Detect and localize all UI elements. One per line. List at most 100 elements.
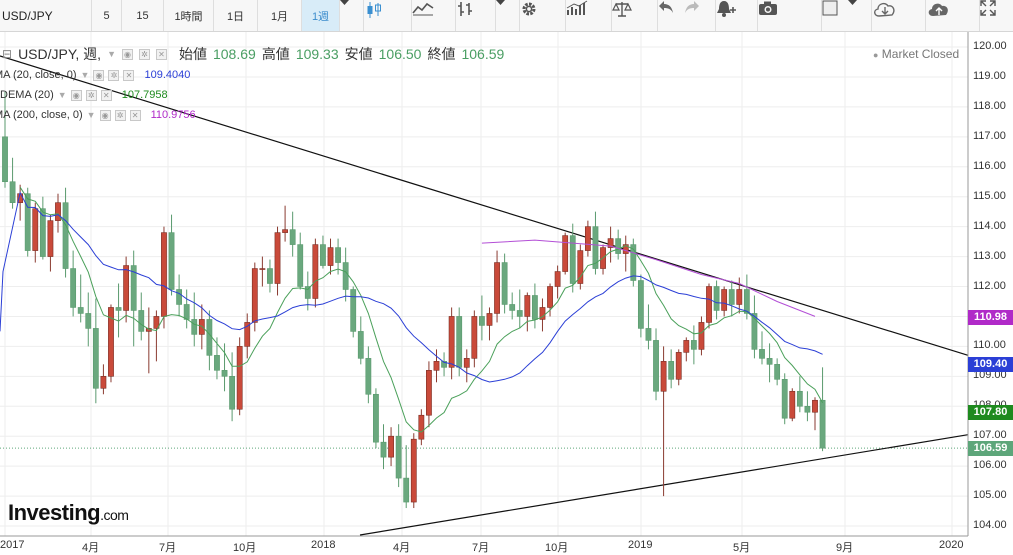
indicators-icon <box>566 0 588 15</box>
price-tag: 110.98 <box>968 309 1013 325</box>
symbol-label[interactable]: USD/JPY <box>0 0 92 31</box>
settings-button[interactable] <box>520 0 566 31</box>
price-tick-label: 106.00 <box>973 459 1007 472</box>
load-layout-button[interactable] <box>872 0 926 31</box>
candle-body <box>92 328 99 389</box>
interval-label: 1時間 <box>174 10 203 23</box>
compare-button[interactable] <box>612 0 658 31</box>
gear-icon[interactable]: ✲ <box>108 69 120 81</box>
interval-1month-button[interactable]: 1月 <box>258 0 302 31</box>
eye-icon[interactable]: ◉ <box>121 48 133 60</box>
candle-body <box>183 304 190 320</box>
ma200-line <box>481 239 816 317</box>
price-tick-label: 115.00 <box>973 189 1006 202</box>
candle-body <box>410 438 417 503</box>
candle-body <box>161 232 167 317</box>
candle-body <box>267 268 273 284</box>
candle-body <box>812 399 818 413</box>
balance-icon <box>612 2 632 17</box>
redo-button[interactable] <box>684 0 716 31</box>
chevron-down-icon[interactable]: ▼ <box>80 70 90 80</box>
candle-body <box>236 346 243 410</box>
interval-1hour-button[interactable]: 1時間 <box>164 0 214 31</box>
interval-1week-button[interactable]: 1週 <box>302 0 340 31</box>
candle-body <box>584 226 591 251</box>
price-tick-label: 104.00 <box>973 519 1007 531</box>
close-icon[interactable]: ✕ <box>100 89 112 101</box>
candle-body <box>759 349 765 359</box>
candle-body <box>630 244 637 281</box>
candle-body <box>9 181 16 203</box>
candle-body <box>221 370 228 377</box>
candle-body <box>736 289 743 305</box>
eye-icon[interactable]: ◉ <box>70 89 82 101</box>
interval-15min-button[interactable]: 15 <box>122 0 164 31</box>
price-tick-label: 112.00 <box>973 279 1006 292</box>
candle-body <box>524 295 531 317</box>
gear-icon[interactable]: ✲ <box>138 48 150 60</box>
price-tick-label: 118.00 <box>973 99 1006 112</box>
color-button[interactable] <box>822 0 848 31</box>
alert-icon <box>717 1 736 17</box>
candlestick-series <box>2 91 826 509</box>
indicator-legend-ma20: MA (20, close, 0) ▼ ◉ ✲ ✕ 109.4040 <box>0 69 190 81</box>
cloud-download-icon <box>874 2 895 17</box>
screenshot-button[interactable] <box>758 0 822 31</box>
candle-body <box>229 376 235 410</box>
eye-icon[interactable]: ◉ <box>93 69 105 81</box>
chevron-down-icon[interactable]: ▼ <box>57 90 67 100</box>
interval-dropdown-button[interactable] <box>340 0 364 31</box>
candle-body <box>509 304 516 311</box>
candle-body <box>713 286 720 311</box>
candle-body <box>115 307 122 311</box>
candle-body <box>32 208 39 251</box>
close-icon[interactable]: ✕ <box>123 69 135 81</box>
symbol-text: USD/JPY <box>2 8 53 23</box>
alert-button[interactable] <box>716 0 758 31</box>
interval-5min-button[interactable]: 5 <box>92 0 122 31</box>
candle-body <box>47 220 54 257</box>
close-value: 106.59 <box>461 46 505 62</box>
save-layout-button[interactable] <box>926 0 980 31</box>
chevron-down-icon[interactable]: ▼ <box>86 110 96 120</box>
price-tick-label: 113.00 <box>973 249 1006 262</box>
candle-body <box>388 435 394 458</box>
close-icon[interactable]: ✕ <box>129 109 141 121</box>
indicators-button[interactable] <box>566 0 612 31</box>
interval-1day-button[interactable]: 1日 <box>214 0 258 31</box>
line-chart-button[interactable] <box>412 0 456 31</box>
close-icon[interactable]: ✕ <box>155 48 167 60</box>
candle-body <box>395 435 402 479</box>
candle-body <box>153 316 160 329</box>
candle-body <box>592 226 599 269</box>
indicator-legend-ma200: MA (200, close, 0) ▼ ◉ ✲ ✕ 110.9756 <box>0 109 196 121</box>
color-dropdown-button[interactable] <box>848 0 872 31</box>
eye-icon[interactable]: ◉ <box>99 109 111 121</box>
chevron-down-icon[interactable]: ▼ <box>107 49 116 59</box>
chart-type-dropdown-button[interactable] <box>496 0 520 31</box>
time-tick-label: 7月 <box>159 542 177 554</box>
open-value: 108.69 <box>212 46 256 62</box>
indicator-name: MA (200, close, 0) <box>0 109 83 121</box>
candle-body <box>789 390 796 419</box>
ma20-line <box>0 191 823 383</box>
interval-label: 5 <box>103 9 110 22</box>
time-tick-label: 9月 <box>836 542 854 554</box>
undo-button[interactable] <box>658 0 684 31</box>
gear-icon[interactable]: ✲ <box>114 109 126 121</box>
collapse-icon[interactable]: ⊟ <box>2 47 13 61</box>
gear-icon[interactable]: ✲ <box>85 89 97 101</box>
candle-body <box>615 238 622 254</box>
candle-body <box>123 265 130 311</box>
candle-body <box>774 364 781 380</box>
price-tick-label: 114.00 <box>973 219 1006 232</box>
candle-body <box>494 262 500 314</box>
fullscreen-button[interactable] <box>980 0 1013 31</box>
candle-body <box>426 370 432 416</box>
candle-body <box>645 328 652 341</box>
price-axis-divider <box>0 32 969 537</box>
market-status-text: Market Closed <box>881 47 960 61</box>
candlestick-button[interactable] <box>364 0 412 31</box>
bar-style-button[interactable] <box>456 0 496 31</box>
